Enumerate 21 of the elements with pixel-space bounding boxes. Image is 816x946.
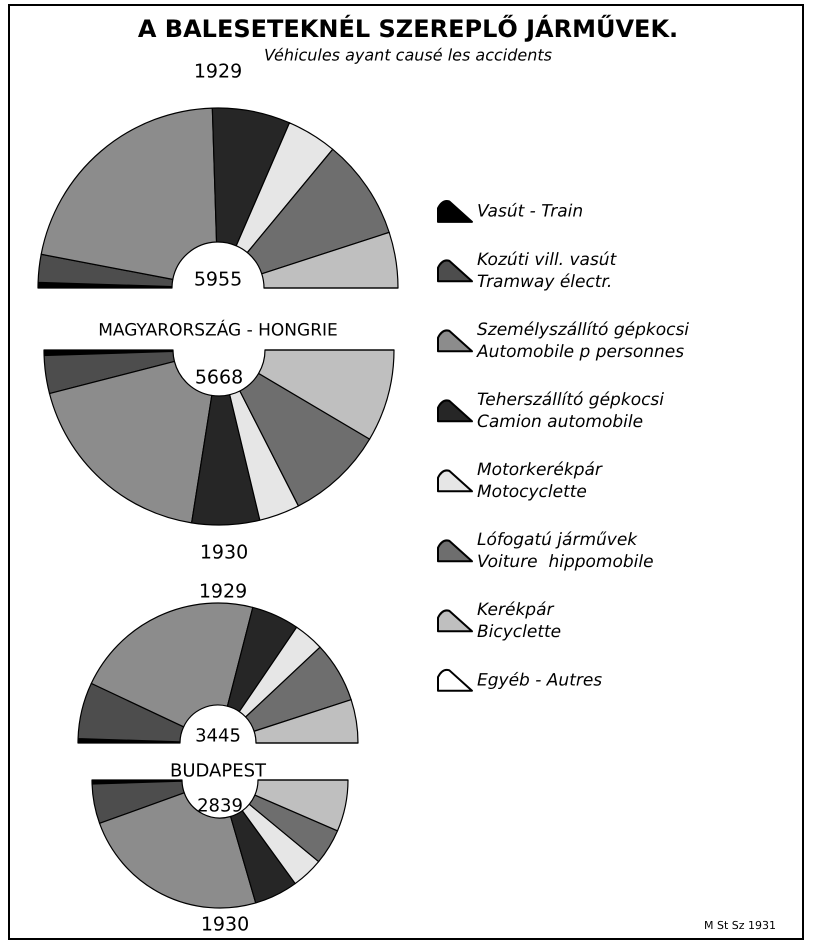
chart-title: 1929 [198, 580, 248, 602]
legend-label: Kerékpár Bicyclette [477, 600, 562, 642]
text: 3445 [195, 726, 241, 746]
chart-subtitle: Véhicules ayant causé les accidents [264, 46, 552, 64]
text: 1930 [200, 542, 248, 564]
text: 1929 [194, 60, 242, 82]
text: 2839 [197, 796, 243, 816]
legend-label: Teherszállító gépkocsi Camion automobile [477, 390, 664, 432]
text: MAGYARORSZÁG - HONGRIE [98, 320, 338, 340]
legend-label: Vasút - Train [477, 201, 584, 222]
legend-label: Egyéb - Autres [477, 670, 602, 690]
text: 1930 [200, 914, 250, 936]
legend-label: Lófogatú járművek Voiture hippomobile [477, 530, 654, 572]
text: M St Sz 1931 [704, 919, 776, 932]
chart-title: A BALESETEKNÉL SZEREPLŐ JÁRMŰVEK. [138, 14, 678, 43]
text: 5955 [194, 268, 242, 290]
legend-label: Motorkerékpár Motocyclette [477, 460, 603, 502]
legend-label: Személyszállító gépkocsi Automobile p personnes [476, 320, 690, 362]
text: 5668 [194, 366, 244, 388]
text: BUDAPEST [170, 760, 268, 782]
legend-label: Kozúti vill. vasút Tramway électr. [477, 250, 618, 292]
